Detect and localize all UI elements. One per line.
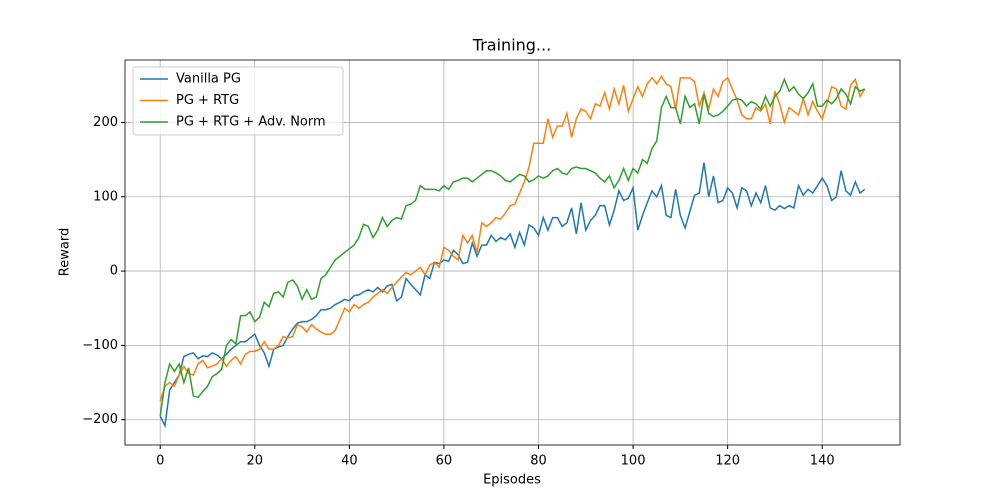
chart-title: Training...: [472, 36, 551, 55]
y-tick-label: −100: [82, 338, 118, 353]
x-tick-label: 60: [436, 454, 453, 469]
y-tick-label: 200: [93, 115, 118, 130]
x-tick-label: 40: [341, 454, 358, 469]
legend-label: PG + RTG + Adv. Norm: [176, 115, 326, 130]
legend-label: PG + RTG: [176, 93, 239, 108]
y-tick-label: −200: [82, 412, 118, 427]
x-tick-label: 20: [247, 454, 264, 469]
legend-label: Vanilla PG: [176, 72, 241, 87]
x-tick-label: 0: [156, 454, 164, 469]
y-tick-label: 100: [93, 189, 118, 204]
legend-box: [132, 66, 344, 136]
x-tick-label: 80: [530, 454, 547, 469]
x-tick-label: 140: [810, 454, 835, 469]
y-tick-label: 0: [110, 264, 118, 279]
series-line: [159, 162, 866, 429]
series-line: [159, 74, 866, 402]
series-line: [159, 77, 866, 417]
axes-frame: [124, 59, 901, 446]
y-axis-label: Reward: [58, 228, 73, 276]
x-tick-label: 100: [621, 454, 646, 469]
x-tick-label: 120: [715, 454, 740, 469]
x-axis-label: Episodes: [483, 473, 541, 488]
